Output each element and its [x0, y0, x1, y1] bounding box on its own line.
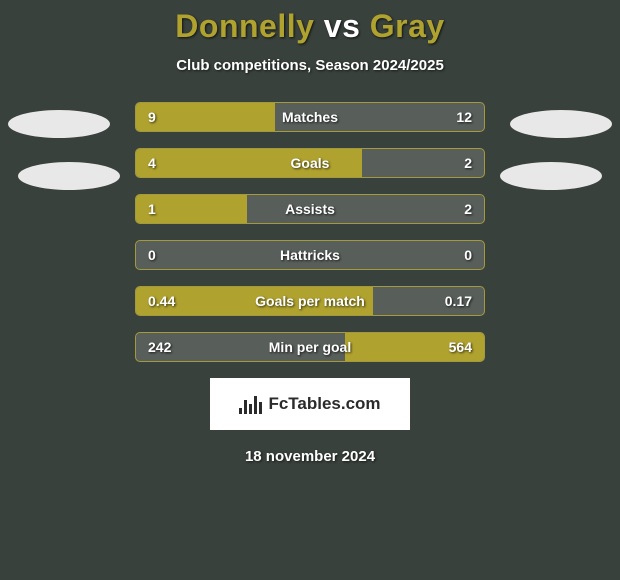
stat-bar-goals-per-match: 0.44 0.17 Goals per match: [135, 286, 485, 316]
avatar-placeholder-right-2: [500, 162, 602, 190]
bar-value-left: 0: [148, 247, 156, 263]
bar-value-right: 0.17: [445, 293, 472, 309]
avatar-placeholder-left-2: [18, 162, 120, 190]
bar-label: Hattricks: [280, 247, 340, 263]
bar-fill-left: [136, 103, 275, 131]
stat-bar-min-per-goal: 242 564 Min per goal: [135, 332, 485, 362]
bar-value-left: 9: [148, 109, 156, 125]
chart-area: 912Matches42Goals12Assists00Hattricks0.4…: [0, 102, 620, 362]
bar-label: Min per goal: [269, 339, 351, 355]
chart-icon: [239, 394, 262, 414]
bar-label: Assists: [285, 201, 335, 217]
bars-container: 912Matches42Goals12Assists00Hattricks0.4…: [135, 102, 485, 362]
comparison-card: Donnelly vs Gray Club competitions, Seas…: [0, 0, 620, 465]
stat-bar-assists: 1 2 Assists: [135, 194, 485, 224]
avatar-placeholder-right-1: [510, 110, 612, 138]
bar-value-right: 12: [456, 109, 472, 125]
bar-value-left: 242: [148, 339, 171, 355]
stat-bar-goals: 4 2 Goals: [135, 148, 485, 178]
stat-bar-matches: 9 12 Matches: [135, 102, 485, 132]
bar-label: Matches: [282, 109, 338, 125]
bar-value-left: 4: [148, 155, 156, 171]
logo-text: FcTables.com: [268, 394, 380, 414]
bar-value-left: 0.44: [148, 293, 175, 309]
bar-value-right: 2: [464, 201, 472, 217]
avatar-placeholder-left-1: [8, 110, 110, 138]
subtitle: Club competitions, Season 2024/2025: [0, 57, 620, 74]
title-vs: vs: [324, 8, 361, 44]
bar-value-left: 1: [148, 201, 156, 217]
fctables-logo: FcTables.com: [210, 378, 410, 430]
bar-label: Goals per match: [255, 293, 365, 309]
title-right: Gray: [370, 8, 445, 44]
page-title: Donnelly vs Gray: [0, 8, 620, 45]
bar-value-right: 2: [464, 155, 472, 171]
date-text: 18 november 2024: [0, 448, 620, 465]
bar-value-right: 564: [449, 339, 472, 355]
bar-value-right: 0: [464, 247, 472, 263]
stat-bar-hattricks: 0 0 Hattricks: [135, 240, 485, 270]
title-left: Donnelly: [175, 8, 314, 44]
bar-label: Goals: [291, 155, 330, 171]
